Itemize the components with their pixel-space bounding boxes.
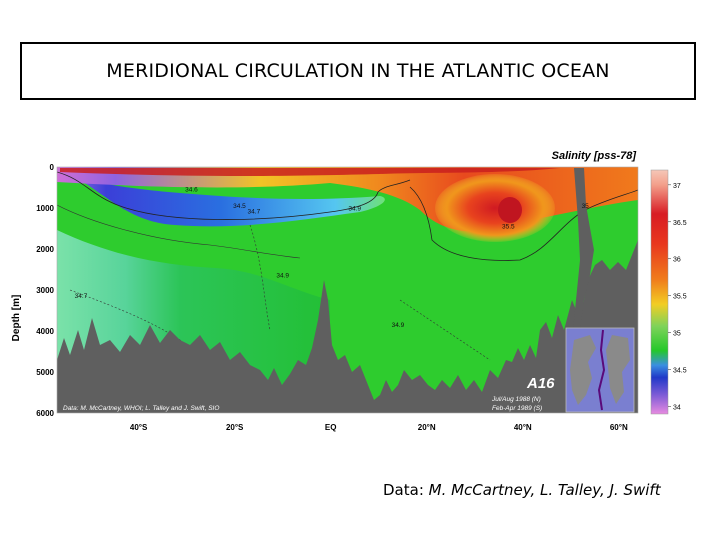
y-tick-label: 1000 <box>36 204 54 213</box>
latitude-axis: 40°S 20°S EQ 20°N 40°N 60°N <box>130 423 628 432</box>
contour-label: 34.6 <box>185 187 198 194</box>
cruise-date-north: Jul/Aug 1988 (N) <box>491 396 541 403</box>
contour-label: 34.7 <box>248 208 261 215</box>
colorbar-tick-label: 35 <box>673 331 681 338</box>
cruise-date-south: Feb-Apr 1989 (S) <box>492 405 542 412</box>
intermediate-water <box>57 170 385 227</box>
title-box: MERIDIONAL CIRCULATION IN THE ATLANTIC O… <box>20 42 696 100</box>
colorbar-tick-label: 36 <box>673 257 681 264</box>
section-plot <box>57 167 638 413</box>
section-name: A16 <box>526 375 555 392</box>
colorbar-ticks: 37 36.5 36 35.5 35 34.5 34 <box>668 183 687 412</box>
chart-title: Salinity [pss-78] <box>552 150 637 162</box>
x-tick-label: 60°N <box>610 423 628 432</box>
contour-line <box>57 171 411 220</box>
seafloor-land <box>57 240 638 413</box>
contour-line <box>249 224 271 331</box>
depth-axis-label: Depth [m] <box>11 295 22 342</box>
plot-frame <box>56 166 639 414</box>
colorbar-tick-label: 37 <box>673 183 681 190</box>
salinity-max-core <box>498 197 522 223</box>
colorbar-tick-label: 36.5 <box>673 220 687 227</box>
colorbar-tick-label: 34.5 <box>673 368 687 375</box>
colorbar-tick-label: 35.5 <box>673 294 687 301</box>
contour-label: 34.9 <box>392 322 405 329</box>
colorbar <box>650 169 669 415</box>
data-caption: Data: M. McCartney, L. Talley, J. Swift <box>383 481 661 499</box>
contour-label: 34.5 <box>233 203 246 210</box>
colorbar-tick-label: 34 <box>673 405 681 412</box>
depth-axis: 0 1000 2000 3000 4000 5000 6000 <box>36 163 54 418</box>
caption-names: M. McCartney, L. Talley, J. Swift <box>428 481 661 499</box>
y-tick-label: 0 <box>50 163 55 172</box>
mediterranean-outflow <box>435 174 555 242</box>
caption-prefix: Data: <box>383 481 429 499</box>
surface-max-band <box>60 168 560 176</box>
contour-label: 34.7 <box>75 293 88 300</box>
map-africa <box>606 335 630 404</box>
page-title: MERIDIONAL CIRCULATION IN THE ATLANTIC O… <box>106 60 610 82</box>
contour-label: 34.9 <box>276 273 289 280</box>
contour-line <box>399 299 491 361</box>
x-tick-label: 40°N <box>514 423 532 432</box>
x-tick-label: EQ <box>325 423 337 432</box>
contour-label: 35.5 <box>502 224 515 231</box>
contour-label: 34.9 <box>348 205 361 212</box>
source-note: Data: M. McCartney, WHOI; L. Talley and … <box>63 405 219 412</box>
contour-line <box>57 204 301 259</box>
contour-label: 35 <box>582 203 590 210</box>
map-americas <box>570 335 596 405</box>
x-tick-label: 40°S <box>130 423 148 432</box>
y-tick-label: 3000 <box>36 286 54 295</box>
x-tick-label: 20°S <box>226 423 244 432</box>
y-tick-label: 4000 <box>36 327 54 336</box>
y-tick-label: 6000 <box>36 409 54 418</box>
y-tick-label: 2000 <box>36 245 54 254</box>
x-tick-label: 20°N <box>418 423 436 432</box>
map-section-track <box>597 329 606 411</box>
y-tick-label: 5000 <box>36 368 54 377</box>
contour-line <box>409 186 638 261</box>
